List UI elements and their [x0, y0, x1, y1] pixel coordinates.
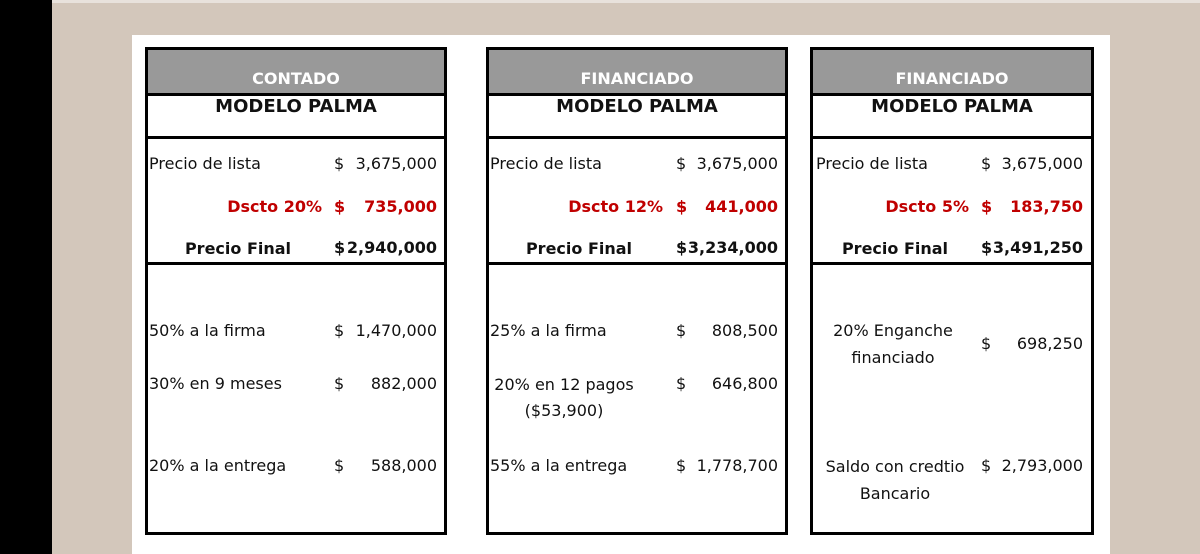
currency: $: [334, 238, 346, 257]
currency: $: [334, 456, 345, 475]
payment-value: 1,470,000: [355, 321, 437, 340]
currency: $: [334, 197, 346, 216]
list-price-row: Precio de lista $ 3,675,000: [148, 152, 444, 176]
currency: $: [334, 154, 345, 173]
table-financiado-12: FINANCIADO MODELO PALMA Precio de lista …: [486, 47, 788, 535]
final-price-value: 2,940,000: [346, 238, 437, 257]
payment-label-line2: Bancario: [859, 484, 931, 503]
list-price-value: 3,675,000: [355, 154, 437, 173]
discount-row: Dscto 20% $ 735,000: [148, 195, 444, 219]
table-header: FINANCIADO: [813, 50, 1091, 96]
divider: [148, 262, 444, 265]
final-price-row: Precio Final $ 2,940,000: [148, 236, 444, 260]
discount-row: Dscto 5% $ 183,750: [813, 195, 1091, 219]
currency: $: [676, 197, 688, 216]
payment-label: Saldo con credtio: [825, 457, 965, 476]
currency: $: [981, 334, 992, 353]
discount-label: Dscto 12%: [568, 197, 663, 216]
final-price-row: Precio Final $ 3,491,250: [813, 236, 1091, 260]
final-price-label: Precio Final: [184, 239, 292, 258]
black-edge: [0, 0, 52, 554]
final-price-label: Precio Final: [841, 239, 949, 258]
list-price-label: Precio de lista: [490, 154, 602, 173]
list-price-value: 3,675,000: [696, 154, 778, 173]
payment-label: 55% a la entrega: [490, 456, 628, 475]
discount-value: 183,750: [1010, 197, 1083, 216]
model-title: MODELO PALMA: [489, 96, 785, 139]
table-contado: CONTADO MODELO PALMA Precio de lista $ 3…: [145, 47, 447, 535]
currency: $: [981, 197, 993, 216]
currency: $: [676, 238, 688, 257]
discount-value: 735,000: [364, 197, 437, 216]
payment-label: 20% Enganche: [833, 321, 953, 340]
discount-label: Dscto 5%: [885, 197, 969, 216]
payment-row: 20% en 12 pagos ($53,900) $ 646,800: [489, 372, 785, 420]
table-header: FINANCIADO: [489, 50, 785, 96]
payment-label: 25% a la firma: [490, 321, 607, 340]
payment-row: 30% en 9 meses $ 882,000: [148, 372, 444, 396]
discount-row: Dscto 12% $ 441,000: [489, 195, 785, 219]
payment-row: 20% Enganche financiado $ 698,250: [813, 318, 1091, 367]
payment-label: 30% en 9 meses: [149, 374, 282, 393]
payment-value: 1,778,700: [696, 456, 778, 475]
final-price-value: 3,491,250: [992, 238, 1083, 257]
currency: $: [981, 238, 993, 257]
payment-row: 20% a la entrega $ 588,000: [148, 454, 444, 478]
payment-value: 882,000: [370, 374, 437, 393]
top-edge: [52, 0, 1200, 3]
final-price-value: 3,234,000: [687, 238, 778, 257]
list-price-value: 3,675,000: [1001, 154, 1083, 173]
model-title: MODELO PALMA: [148, 96, 444, 139]
currency: $: [676, 374, 687, 393]
payment-row: 25% a la firma $ 808,500: [489, 319, 785, 343]
payment-value: 698,250: [1016, 334, 1083, 353]
currency: $: [981, 456, 992, 475]
table-financiado-5: FINANCIADO MODELO PALMA Precio de lista …: [810, 47, 1094, 535]
final-price-label: Precio Final: [525, 239, 633, 258]
final-price-row: Precio Final $ 3,234,000: [489, 236, 785, 260]
payment-value: 646,800: [711, 374, 778, 393]
currency: $: [334, 321, 345, 340]
payment-value: 808,500: [711, 321, 778, 340]
payment-label-line2: financiado: [851, 348, 935, 367]
list-price-label: Precio de lista: [816, 154, 928, 173]
list-price-row: Precio de lista $ 3,675,000: [489, 152, 785, 176]
currency: $: [676, 154, 687, 173]
currency: $: [981, 154, 992, 173]
divider: [489, 262, 785, 265]
currency: $: [334, 374, 345, 393]
table-header: CONTADO: [148, 50, 444, 96]
divider: [813, 262, 1091, 265]
payment-row: 50% a la firma $ 1,470,000: [148, 319, 444, 343]
currency: $: [676, 456, 687, 475]
payment-label-line2: ($53,900): [524, 401, 604, 420]
payment-label: 20% a la entrega: [149, 456, 287, 475]
discount-label: Dscto 20%: [227, 197, 322, 216]
payment-label: 20% en 12 pagos: [494, 375, 634, 394]
list-price-label: Precio de lista: [149, 154, 261, 173]
payment-row: 55% a la entrega $ 1,778,700: [489, 454, 785, 478]
payment-row: Saldo con credtio Bancario $ 2,793,000: [813, 454, 1091, 503]
payment-value: 2,793,000: [1001, 456, 1083, 475]
currency: $: [676, 321, 687, 340]
model-title: MODELO PALMA: [813, 96, 1091, 139]
payment-label: 50% a la firma: [149, 321, 266, 340]
list-price-row: Precio de lista $ 3,675,000: [813, 152, 1091, 176]
discount-value: 441,000: [705, 197, 778, 216]
payment-value: 588,000: [370, 456, 437, 475]
